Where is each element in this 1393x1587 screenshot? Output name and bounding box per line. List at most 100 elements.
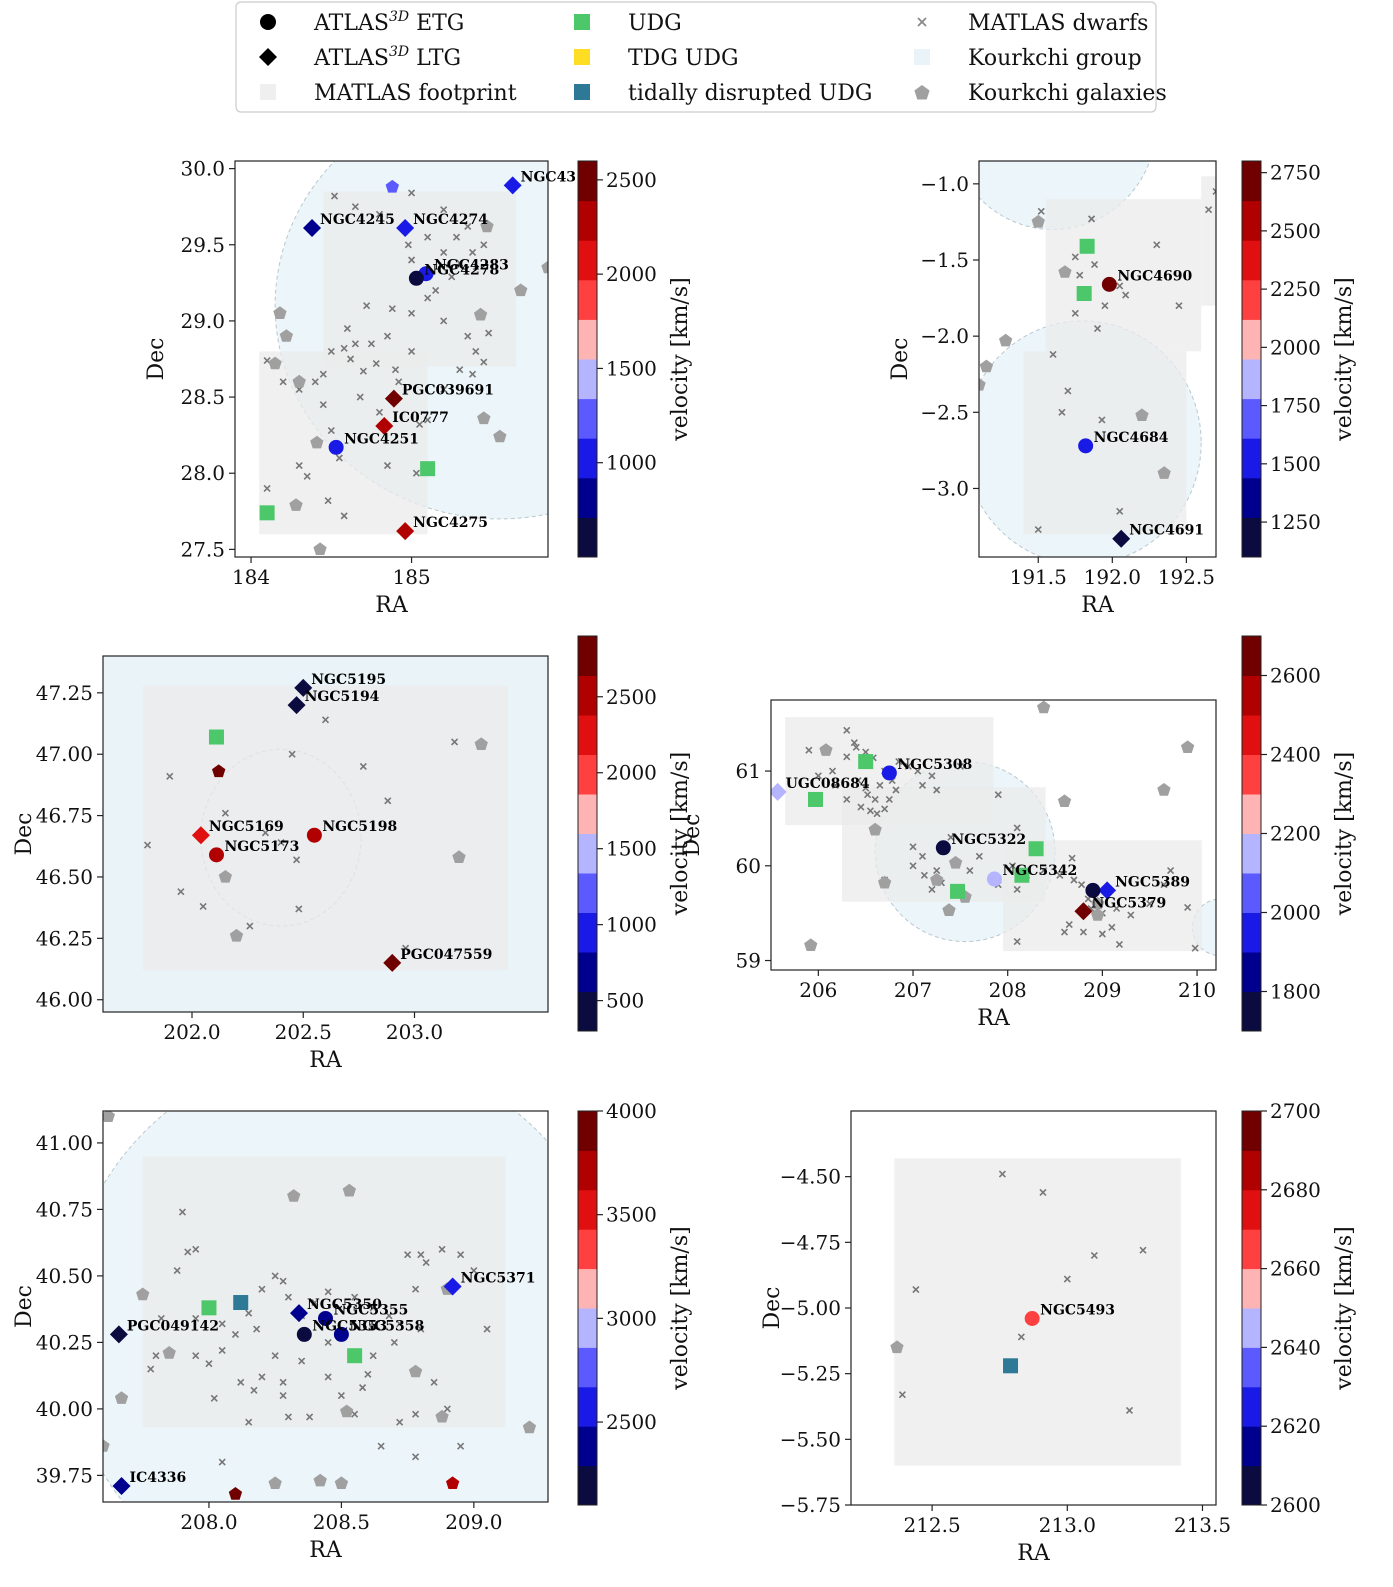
galaxy-label: NGC5194 — [305, 689, 380, 705]
dwarf-marker — [330, 192, 339, 200]
colorbar-segment — [1242, 715, 1261, 755]
dwarf-marker — [258, 1373, 266, 1381]
colorbar-frame — [1241, 160, 1262, 558]
x-tick-label: 202.0 — [163, 1020, 220, 1044]
dwarf-marker — [485, 329, 493, 337]
dwarf-marker — [854, 776, 862, 785]
kourkchi-galaxy — [474, 737, 488, 750]
colorbar-segment — [1242, 517, 1261, 558]
dwarf-marker — [327, 427, 335, 435]
galaxy-label: PGC049142 — [127, 1318, 219, 1334]
colorbar-tick-label: 1800 — [1270, 980, 1321, 1004]
kourkchi-galaxy — [218, 870, 232, 883]
colorbar-tick-label: 1000 — [606, 913, 657, 937]
kourkchi-galaxy — [1091, 908, 1105, 921]
colorbar-tick-label: 2400 — [1270, 743, 1321, 767]
y-tick-label: 59 — [736, 949, 761, 973]
dwarf-marker — [1175, 302, 1183, 310]
kourkchi-galaxy — [480, 219, 494, 233]
kourkchi-galaxy — [1091, 896, 1105, 910]
galaxy-label: NGC4283 — [434, 258, 509, 274]
dwarf-marker — [407, 189, 416, 197]
colorbar-segment — [1242, 754, 1261, 795]
dwarf-marker — [1065, 920, 1073, 929]
dwarf-marker — [166, 772, 174, 780]
colorbar-segment — [578, 833, 597, 874]
legend-label: Kourkchi group — [968, 46, 1142, 71]
ltg-marker — [303, 219, 322, 238]
galaxy-label: NGC5379 — [1091, 895, 1166, 911]
udg-marker — [347, 1348, 363, 1364]
dwarf-marker — [245, 1418, 253, 1426]
ltg-marker — [503, 176, 522, 195]
dwarf-marker — [1191, 944, 1199, 952]
colorbar-title: velocity [km/s] — [668, 1226, 693, 1390]
x-axis-title: RA — [1081, 593, 1115, 618]
galaxy-label: NGC4275 — [413, 515, 488, 531]
legend-label: Kourkchi galaxies — [968, 81, 1167, 106]
legend-label: TDG UDG — [628, 46, 739, 71]
colorbar-segment — [1242, 279, 1261, 320]
colorbar-segment — [578, 794, 597, 834]
galaxy-label: PGC039691 — [402, 383, 494, 399]
dwarf-marker — [271, 1272, 279, 1280]
y-tick-label: −5.00 — [780, 1296, 841, 1320]
etg-marker — [328, 439, 344, 455]
dwarf-marker — [805, 746, 813, 754]
dwarf-marker — [947, 833, 955, 841]
dwarf-marker — [390, 1338, 398, 1346]
udg-marker — [259, 505, 275, 521]
kourkchi-galaxy — [385, 179, 399, 193]
dwarf-marker — [892, 786, 900, 794]
dwarf-marker — [1212, 187, 1216, 196]
ltg-marker — [383, 953, 402, 972]
dwarf-marker — [351, 1410, 359, 1418]
matlas-footprint — [1023, 351, 1187, 535]
dwarf-marker — [912, 1286, 920, 1294]
galaxy-label: NGC4684 — [1094, 430, 1169, 446]
legend-label-suffix: LTG — [409, 46, 461, 71]
dwarf-marker — [340, 512, 348, 520]
colorbar-segment — [1242, 636, 1261, 676]
y-tick-label: −5.75 — [780, 1493, 841, 1517]
x-axis-title: RA — [977, 1006, 1011, 1031]
dwarf-marker — [199, 902, 207, 910]
legend-label: MATLAS dwarfs — [968, 11, 1148, 36]
dwarf-marker — [430, 1378, 438, 1386]
kourkchi-galaxy — [890, 1340, 904, 1354]
colorbar-segment — [578, 1111, 597, 1151]
colorbar-segment — [578, 1347, 597, 1388]
y-tick-label: −4.50 — [780, 1165, 841, 1189]
colorbar: 1800 2000 2200 2400 2600 velocity [km/s] — [1241, 635, 1357, 1032]
etg-marker — [318, 1310, 333, 1326]
dwarf-marker — [1113, 904, 1121, 912]
legend-label: ATLAS3D LTG — [313, 44, 461, 71]
dwarf-marker — [1205, 206, 1213, 214]
galaxy-label: NGC4245 — [320, 212, 395, 228]
colorbar-title: velocity [km/s] — [1332, 752, 1357, 916]
dwarf-marker — [928, 772, 936, 780]
y-tick-label: −2.5 — [920, 400, 969, 424]
colorbar-segment — [1242, 477, 1261, 518]
dwarf-marker — [253, 1325, 261, 1333]
dwarf-marker — [218, 1320, 226, 1328]
dwarf-marker — [443, 1405, 451, 1413]
kourkchi-galaxy — [1180, 740, 1195, 753]
matlas-footprint — [1003, 840, 1202, 952]
etg-marker — [408, 270, 424, 286]
dwarf-marker — [306, 1413, 314, 1421]
dwarf-marker — [1071, 253, 1079, 261]
dwarf-marker — [351, 340, 359, 348]
colorbar-segment — [1242, 1268, 1261, 1309]
x-tick-label: 206 — [799, 978, 837, 1002]
dwarf-marker — [881, 805, 889, 813]
panel: NGC5371 PGC049142 NGC5350 NGC5353NGC5355NGC… — [12, 1099, 693, 1563]
dwarf-marker — [918, 781, 927, 789]
matlas-footprint — [1201, 176, 1216, 306]
colorbar-segment — [1242, 873, 1261, 913]
colorbar-segment — [578, 636, 597, 676]
kourkchi-galaxy — [162, 1346, 176, 1359]
colorbar-segment — [578, 675, 597, 716]
